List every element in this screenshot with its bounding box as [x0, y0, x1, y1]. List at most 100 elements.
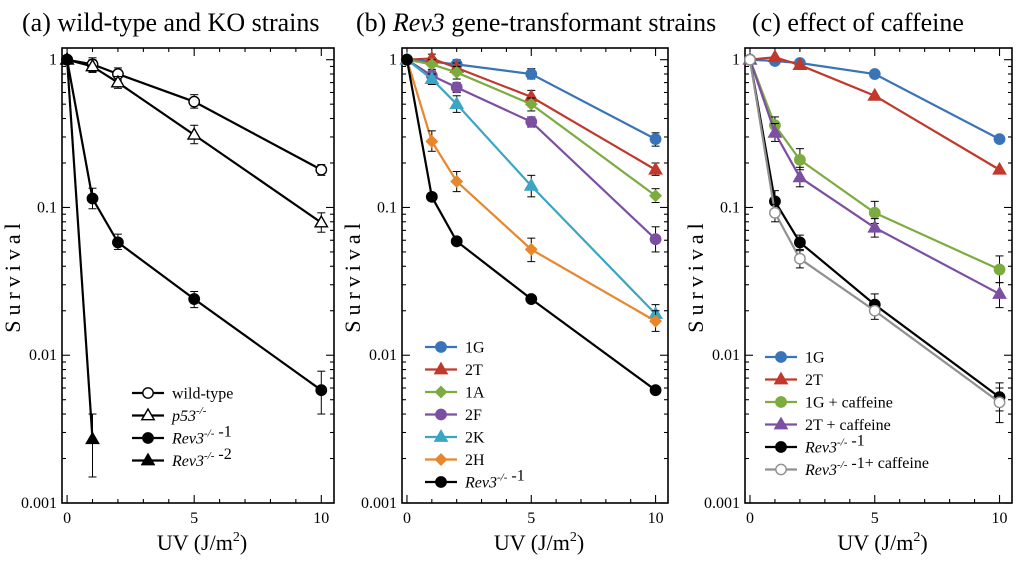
data-point — [868, 206, 881, 219]
x-tick-label: 5 — [190, 510, 198, 527]
data-point — [793, 252, 806, 265]
data-point — [450, 235, 463, 248]
x-tick-label: 5 — [527, 510, 535, 527]
series-rev3-1-caffeine — [744, 53, 1006, 424]
series-line — [66, 59, 322, 392]
y-tick-label: 0.001 — [361, 495, 397, 512]
legend-label: wild-type — [172, 386, 233, 403]
y-tick-label: 0.001 — [704, 495, 740, 512]
legend-item: Rev3-/- -1+ caffeine — [765, 455, 929, 479]
legend-label: Rev3-/- -1 — [464, 468, 525, 492]
panel-c-chart: 1 0.1 0.01 0.001 0 5 10 UV (J/m2) Survival 1G 2T 1G… — [683, 47, 1013, 555]
data-point — [449, 96, 465, 110]
panel-a-chart: 1 0.1 0.01 0.001 0 5 10 UV (J/m2) Survival wild-t… — [0, 47, 335, 555]
data-point — [450, 174, 464, 188]
y-tick-label: 1 — [49, 52, 57, 69]
legend-label: Rev3-/- -1 — [171, 424, 232, 448]
data-point — [525, 293, 538, 305]
legend-label: Rev3-/- -2 — [171, 446, 232, 470]
series-rev3-2 — [59, 51, 100, 478]
data-point — [867, 219, 883, 233]
x-axis-label: UV (J/m2) — [494, 530, 584, 555]
legend-label: 2T — [805, 372, 823, 389]
data-point — [793, 153, 806, 166]
legend-marker — [142, 432, 154, 444]
data-point — [993, 133, 1006, 146]
legend-item: 2T + caffeine — [765, 416, 891, 434]
legend-marker — [435, 341, 447, 353]
legend-item: 2T — [765, 371, 823, 389]
legend-marker — [775, 396, 787, 408]
data-point — [993, 396, 1006, 409]
data-point — [85, 58, 100, 72]
y-tick-label: 1 — [389, 52, 397, 69]
data-point — [868, 68, 881, 80]
data-point — [867, 87, 883, 101]
legend-item: 2F — [425, 407, 482, 424]
panel-b-chart: 1 0.1 0.01 0.001 0 5 10 UV (J/m2) Survival 1G 2T 1A… — [340, 47, 669, 555]
legend-marker — [434, 453, 448, 466]
legend-label: Rev3-/- -1 — [804, 433, 865, 457]
legend-label: 2T — [465, 362, 483, 379]
data-point — [425, 190, 438, 203]
legend-item: Rev3-/- -1 — [132, 424, 232, 448]
data-point — [524, 97, 538, 111]
legend-item: wild-type — [132, 386, 233, 403]
data-point — [524, 242, 538, 256]
data-point — [649, 233, 662, 246]
legend-item: 2K — [425, 429, 485, 447]
legend-item: Rev3-/- -2 — [132, 446, 232, 470]
data-point — [649, 133, 662, 146]
legend-item: Rev3-/- -1 — [425, 468, 525, 492]
legend-marker — [435, 476, 447, 488]
legend-item: 1G + caffeine — [765, 395, 893, 412]
series-line — [65, 59, 94, 440]
data-point — [86, 192, 99, 205]
series-2f — [401, 53, 662, 253]
legend-item: 1A — [425, 385, 485, 402]
legend-label: 1G — [465, 340, 485, 357]
y-tick-label: 0.1 — [720, 199, 740, 216]
panel-b-title: (b) Rev3 gene-transformant strains — [356, 8, 716, 37]
legend-label: p53-/- — [171, 405, 207, 425]
y-tick-label: 0.01 — [29, 347, 57, 364]
legend-item: 1G — [765, 350, 825, 367]
data-point — [188, 293, 201, 305]
legend-marker — [140, 407, 156, 421]
x-tick-label: 0 — [63, 510, 71, 527]
data-point — [992, 286, 1007, 299]
legend-marker — [434, 385, 448, 399]
y-tick-label: 1 — [732, 52, 740, 69]
data-point — [315, 163, 328, 176]
data-point — [401, 53, 413, 66]
data-point — [110, 74, 126, 88]
legend-marker — [775, 463, 787, 476]
data-point — [59, 51, 75, 65]
legend-marker — [433, 429, 449, 442]
legend-item: p53-/- — [132, 405, 207, 425]
data-point — [313, 214, 329, 228]
series-p53- — [59, 51, 329, 233]
x-tick-label: 5 — [871, 510, 879, 527]
plot-frame — [744, 47, 1013, 504]
legend-item: 2H — [425, 452, 485, 469]
data-point — [993, 263, 1006, 276]
data-point — [793, 236, 806, 249]
x-tick-label: 10 — [648, 510, 664, 527]
panel-a-title: (a) wild-type and KO strains — [22, 8, 319, 37]
series-2t-caffeine — [742, 51, 1007, 309]
data-point — [186, 126, 202, 140]
x-tick-label: 0 — [403, 510, 411, 527]
legend-label: 2T + caffeine — [805, 417, 891, 434]
data-point — [792, 169, 808, 183]
legend-marker — [435, 408, 447, 421]
data-point — [525, 115, 538, 128]
legend-marker — [773, 416, 789, 430]
legend-marker — [140, 452, 156, 466]
legend-label: 2K — [465, 430, 485, 447]
y-tick-label: 0.01 — [369, 347, 397, 364]
data-point — [425, 134, 439, 148]
data-point — [868, 304, 881, 317]
legend-label: 1G + caffeine — [805, 395, 893, 412]
